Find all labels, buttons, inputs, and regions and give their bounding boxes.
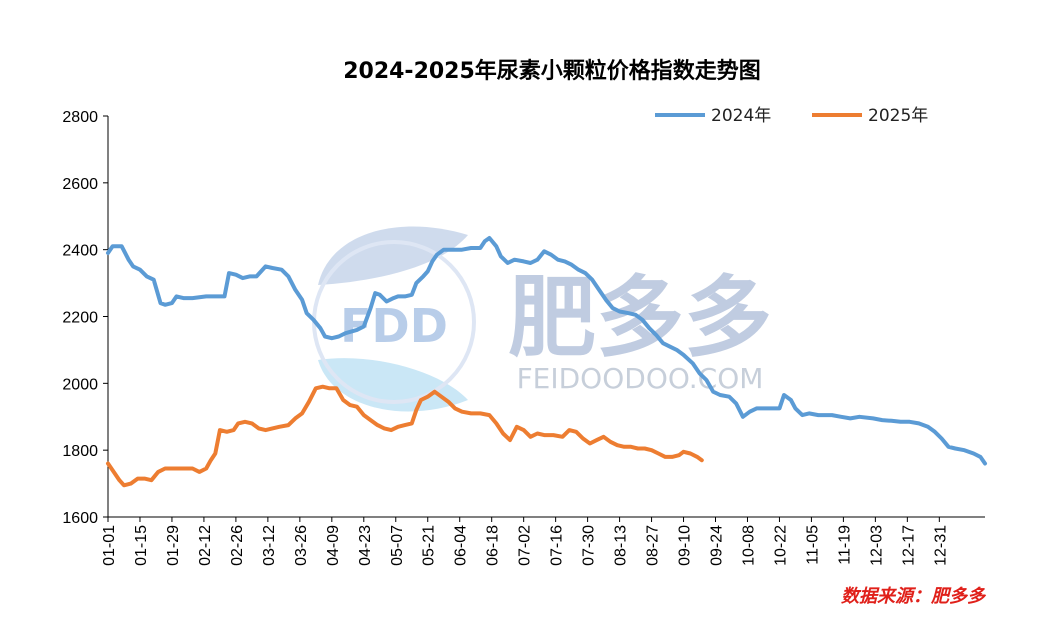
series-line-2 (106, 384, 704, 488)
x-tick-label: 07-16 (549, 525, 566, 566)
legend: 2024年 2025年 (655, 106, 928, 126)
x-tick-label: 07-30 (581, 525, 598, 566)
x-tick-label: 02-26 (229, 525, 246, 566)
x-tick-label: 09-24 (709, 525, 726, 566)
x-tick-label: 02-12 (197, 525, 214, 566)
x-tick-label: 06-04 (453, 525, 470, 566)
x-tick-label: 01-29 (165, 525, 182, 566)
watermark-logo-icon: FDD (312, 226, 476, 412)
x-tick-label: 09-10 (677, 525, 694, 566)
x-tick-label: 08-27 (645, 525, 662, 566)
y-tick-label: 1800 (62, 443, 98, 460)
x-tick-label: 01-01 (101, 525, 118, 566)
x-tick-label: 12-03 (868, 525, 885, 566)
x-tick-label: 05-07 (389, 525, 406, 566)
x-tick-label: 06-18 (485, 525, 502, 566)
y-tick-label: 1600 (62, 510, 98, 527)
x-tick-label: 04-23 (357, 525, 374, 566)
y-tick-label: 2600 (62, 176, 98, 193)
x-tick-label: 12-17 (900, 525, 917, 566)
x-tick-label: 01-15 (133, 525, 150, 566)
chart-title: 2024-2025年尿素小颗粒价格指数走势图 (343, 58, 761, 84)
series-line-1 (106, 236, 987, 466)
y-tick-label: 2000 (62, 376, 98, 393)
x-tick-label: 11-05 (804, 525, 821, 565)
source-note: 数据来源：肥多多 (841, 586, 987, 607)
y-tick-label: 2200 (62, 310, 98, 327)
x-tick-label: 03-26 (293, 525, 310, 566)
watermark-brand-en: FEIDOODOO.COM (517, 362, 764, 395)
x-tick-label: 12-31 (932, 525, 949, 566)
x-tick-label: 08-13 (613, 525, 630, 566)
watermark-logo-text: FDD (340, 299, 448, 353)
x-tick-label: 04-09 (325, 525, 342, 566)
legend-label-1: 2024年 (711, 106, 771, 126)
x-tick-label: 10-22 (772, 525, 789, 566)
y-tick-label: 2400 (62, 243, 98, 260)
legend-label-2: 2025年 (868, 106, 928, 126)
x-tick-label: 05-21 (421, 525, 438, 566)
y-tick-label: 2800 (62, 109, 98, 126)
x-tick-label: 03-12 (261, 525, 278, 566)
series-layer (106, 236, 987, 488)
x-tick-label: 10-08 (740, 525, 757, 566)
x-tick-label: 07-02 (517, 525, 534, 566)
x-tick-label: 11-19 (836, 525, 853, 565)
axes: 1600 1800 2000 2200 2400 2600 2800 01-01 01-15 01… (62, 109, 985, 566)
